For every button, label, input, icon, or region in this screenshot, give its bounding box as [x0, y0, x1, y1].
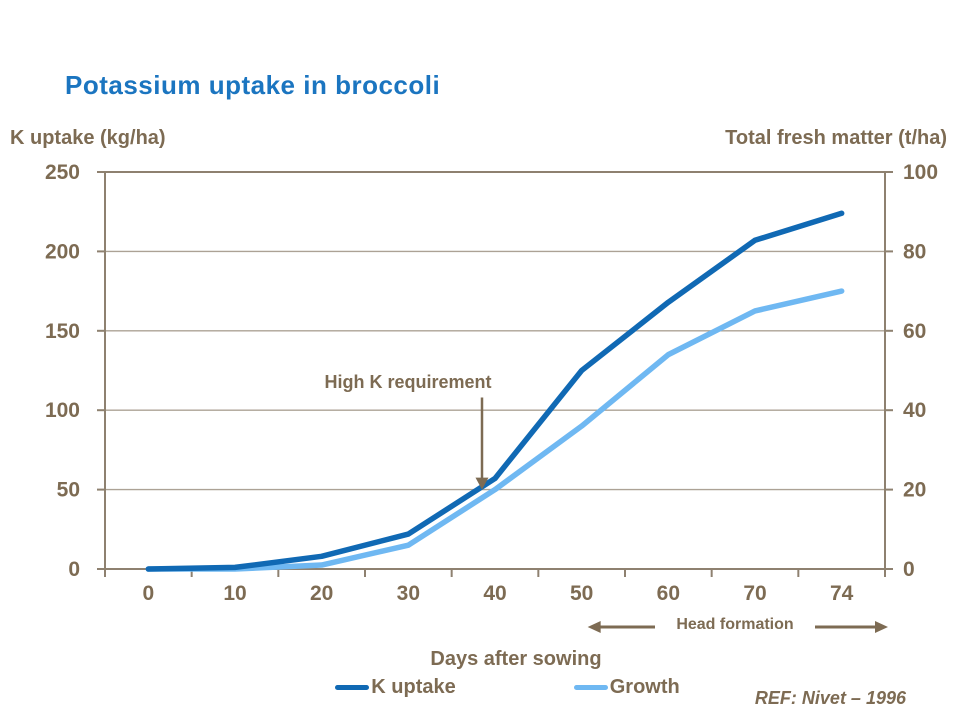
right-axis-tick-label: 100 — [903, 161, 938, 184]
high-k-arrow-head — [475, 477, 489, 490]
reference-citation: REF: Nivet – 1996 — [754, 688, 906, 708]
x-axis-title: Days after sowing — [430, 648, 602, 670]
legend-item-growth: Growth — [573, 676, 680, 699]
right-axis-label: Total fresh matter (t/ha) — [725, 127, 947, 149]
right-axis-tick-label: 80 — [903, 240, 926, 263]
legend-label: Growth — [609, 676, 680, 698]
series-line-k-uptake — [145, 210, 845, 572]
legend-swatch — [335, 685, 370, 690]
x-axis-tick-label: 60 — [657, 582, 680, 605]
x-axis-tick-label: 20 — [310, 582, 333, 605]
high-k-annotation-label: High K requirement — [324, 372, 492, 392]
x-axis-tick-label: 10 — [223, 582, 246, 605]
chart-title: Potassium uptake in broccoli — [65, 70, 441, 100]
legend-label: K uptake — [371, 676, 456, 698]
series-line-growth — [145, 288, 845, 572]
x-axis-tick-label: 0 — [142, 582, 154, 605]
left-axis-label: K uptake (kg/ha) — [10, 127, 166, 149]
left-axis-tick-label: 100 — [45, 399, 80, 422]
right-axis-tick-label: 0 — [903, 558, 915, 581]
legend: K uptake Growth — [0, 676, 960, 699]
x-axis-tick-label: 30 — [397, 582, 420, 605]
head-formation-label: Head formation — [676, 616, 794, 633]
x-axis-tick-label: 50 — [570, 582, 593, 605]
left-axis-tick-label: 200 — [45, 240, 80, 263]
x-axis-tick-label: 74 — [830, 582, 854, 605]
left-axis-tick-label: 0 — [68, 558, 80, 581]
left-axis-tick-label: 150 — [45, 320, 80, 343]
head-formation-left-arrowhead — [587, 621, 601, 633]
left-axis-tick-label: 250 — [45, 161, 80, 184]
plot-border — [104, 171, 886, 570]
x-axis-tick-label: 40 — [483, 582, 506, 605]
left-axis-tick-label: 50 — [57, 479, 80, 502]
legend-swatch — [573, 685, 608, 690]
right-axis-tick-label: 40 — [903, 399, 926, 422]
head-formation-right-arrowhead — [875, 621, 888, 633]
right-axis-tick-label: 20 — [903, 479, 926, 502]
legend-item-k-uptake: K uptake — [335, 676, 456, 699]
x-axis-tick-label: 70 — [743, 582, 766, 605]
right-axis-tick-label: 60 — [903, 320, 926, 343]
